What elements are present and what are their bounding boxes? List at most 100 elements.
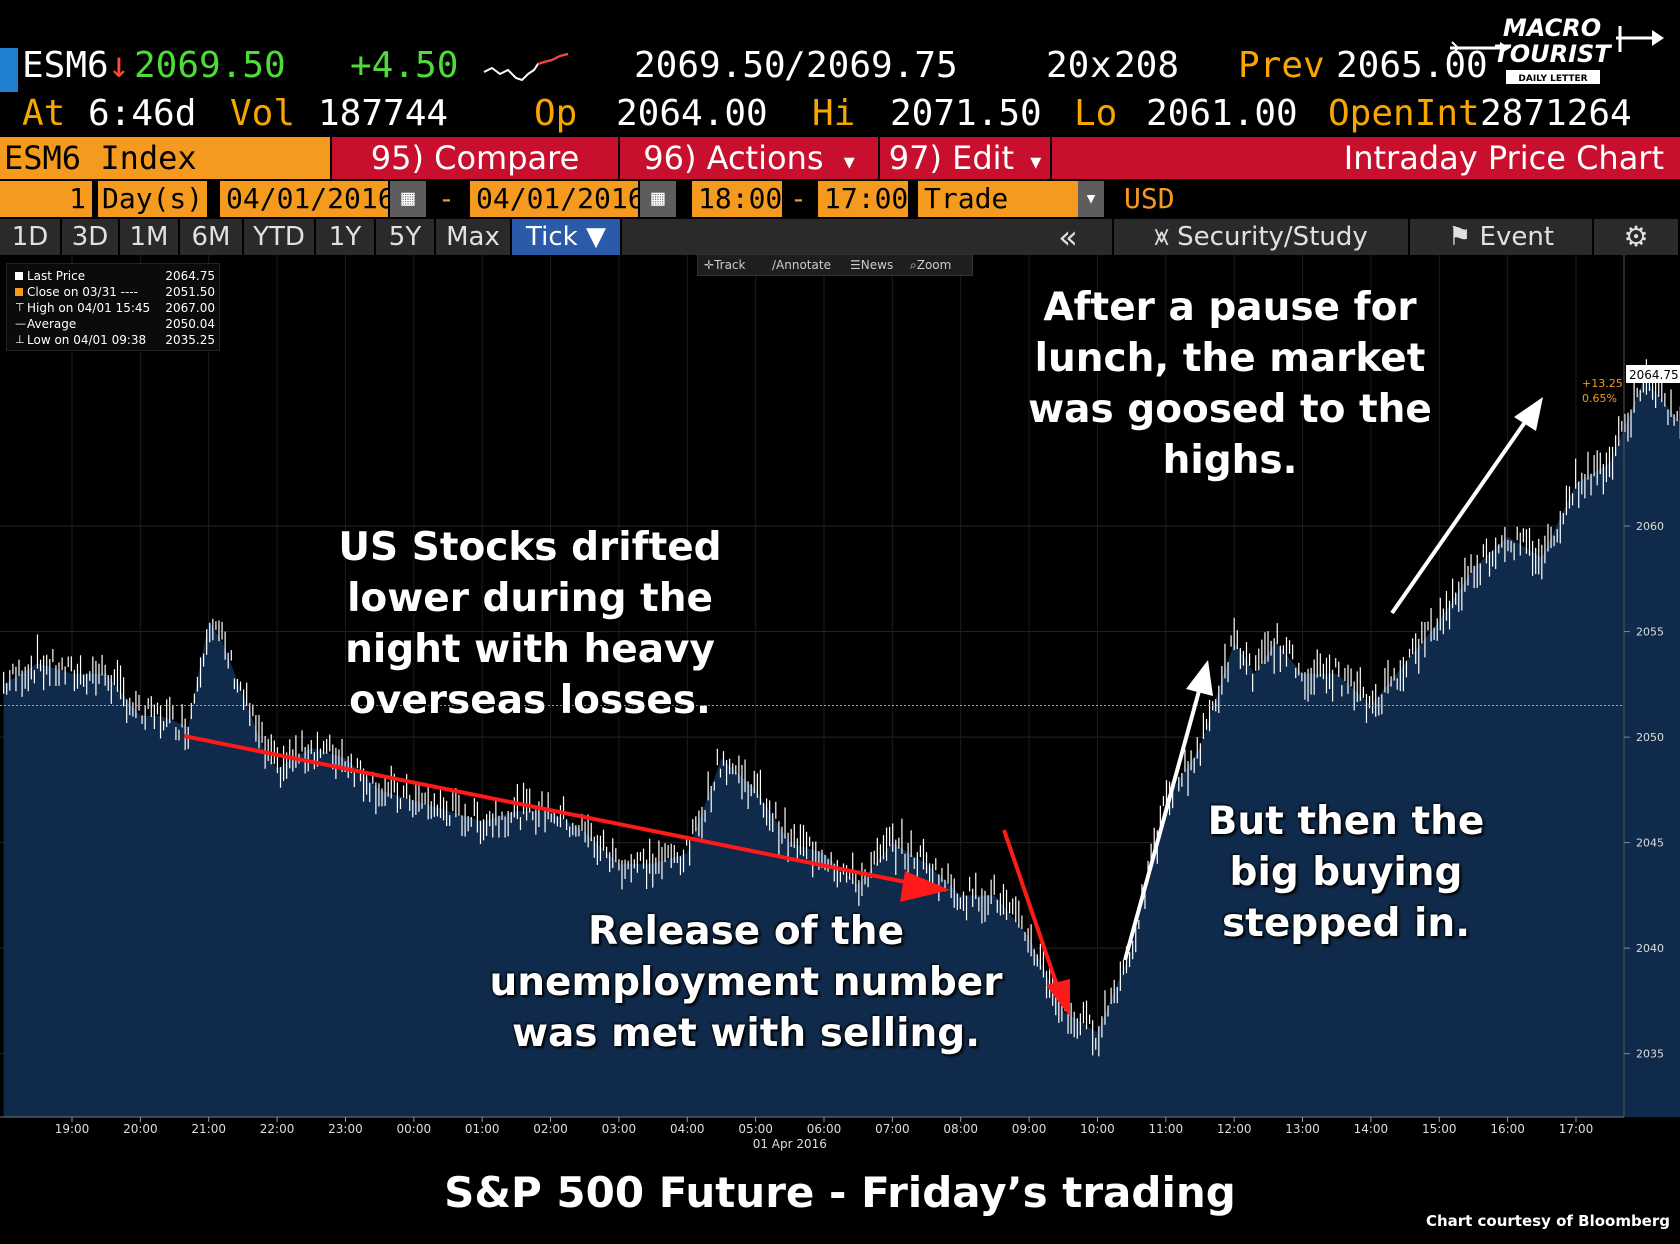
annotation-lunch: After a pause for lunch, the market was …: [1028, 285, 1432, 483]
data-type-select[interactable]: Trade: [918, 181, 1078, 217]
drift-arrowhead: [900, 871, 950, 902]
x-tick-label: 04:00: [670, 1122, 705, 1136]
tab-6m[interactable]: 6M: [180, 219, 244, 255]
chevron-down-icon[interactable]: ▾: [1078, 181, 1104, 217]
x-tick-label: 16:00: [1490, 1122, 1525, 1136]
y-tick-label: 2055: [1636, 626, 1664, 639]
tab-5y[interactable]: 5Y: [376, 219, 436, 255]
quote-row-2: At 6:46d Vol 187744 Op 2064.00 Hi 2071.5…: [0, 92, 1680, 136]
legend-label: Close on 03/31 ----: [27, 285, 138, 299]
bid-price: 2069.50: [634, 45, 786, 86]
period-count-field[interactable]: 1: [0, 181, 92, 217]
legend-label: High on 04/01 15:45: [27, 301, 151, 315]
command-bar: ESM6 Index 95) Compare 96) Actions ▾ 97)…: [0, 137, 1680, 179]
last-price-tag: 2064.75: [1629, 368, 1679, 382]
time-range-dash: -: [790, 182, 807, 215]
x-tick-label: 21:00: [191, 1122, 226, 1136]
x-tick-label: 22:00: [260, 1122, 295, 1136]
ask-size: 208: [1114, 45, 1180, 86]
chart-study-icon: ⩙: [1154, 222, 1169, 252]
chevron-down-icon: ▾: [843, 150, 855, 175]
x-tick-label: 07:00: [875, 1122, 910, 1136]
end-date-field[interactable]: 04/01/2016: [470, 181, 645, 217]
tab-tick[interactable]: Tick ▼: [512, 219, 622, 255]
tab-1y[interactable]: 1Y: [316, 219, 376, 255]
tab-1d[interactable]: 1D: [0, 219, 62, 255]
at-label: At: [22, 93, 66, 134]
ticker-symbol[interactable]: ESM6: [22, 45, 109, 86]
track-label: Track: [714, 258, 746, 272]
x-tick-label: 20:00: [123, 1122, 158, 1136]
news-button[interactable]: ☰ News: [850, 255, 893, 275]
open-interest-value: 2871264: [1480, 93, 1632, 134]
track-button[interactable]: ✛ Track: [704, 255, 745, 275]
x-tick-label: 19:00: [55, 1122, 90, 1136]
chart-toolbar: ✛ Track ∕ Annotate ☰ News ⌕ Zoom: [697, 254, 973, 276]
period-unit-field[interactable]: Day(s): [98, 181, 208, 217]
x-tick-label: 11:00: [1149, 1122, 1184, 1136]
actions-button[interactable]: 96) Actions ▾: [620, 137, 880, 179]
news-label: News: [860, 258, 894, 272]
event-label: Event: [1479, 222, 1555, 252]
security-index-field[interactable]: ESM6 Index: [0, 137, 330, 179]
start-time-field[interactable]: 18:00: [692, 181, 782, 217]
annotation-buying: But then the big buying stepped in.: [1207, 799, 1485, 946]
x-tick-label: 10:00: [1080, 1122, 1115, 1136]
compare-button[interactable]: 95) Compare: [332, 137, 620, 179]
logo-line1: MACRO: [1503, 14, 1601, 42]
x-axis: 19:00 20:00 21:00 22:00 23:00 00:00 01:00 02:00…: [0, 1116, 1624, 1151]
calendar-icon[interactable]: ▦: [390, 181, 426, 217]
price-area: [3, 378, 1680, 1117]
actions-label: 96) Actions: [643, 139, 824, 177]
end-time-field[interactable]: 17:00: [818, 181, 908, 217]
tab-1m[interactable]: 1M: [120, 219, 180, 255]
legend-value: 2051.50: [165, 285, 215, 299]
annotate-button[interactable]: ∕ Annotate: [772, 255, 831, 275]
net-change: +4.50: [350, 45, 459, 86]
legend-row: — Average 2050.04: [15, 316, 215, 332]
calendar-icon[interactable]: ▦: [640, 181, 676, 217]
parameter-row: 1 Day(s) 04/01/2016 ▦ - 04/01/2016 ▦ 18:…: [0, 181, 1680, 219]
logo-line2: TOURIST: [1493, 40, 1612, 68]
price-chart[interactable]: 2035 2040 2045 2050 2055 2060 19:00 20:00 21:00…: [0, 255, 1680, 1155]
legend-value: 2050.04: [165, 317, 215, 331]
edit-button[interactable]: 97) Edit ▾: [880, 137, 1052, 179]
zoom-button[interactable]: ⌕ Zoom: [910, 255, 951, 275]
y-tick-label: 2040: [1636, 942, 1664, 955]
security-study-button[interactable]: ⩙ Security/Study: [1114, 219, 1410, 255]
x-tick-label: 02:00: [533, 1122, 568, 1136]
tab-3d[interactable]: 3D: [62, 219, 120, 255]
security-study-label: Security/Study: [1177, 222, 1368, 252]
highs-white-arrow: [1390, 413, 1532, 615]
high-marker-icon: ⊤: [15, 301, 25, 314]
x-tick-label: 17:00: [1559, 1122, 1594, 1136]
event-button[interactable]: ⚑ Event: [1410, 219, 1594, 255]
tab-max[interactable]: Max: [436, 219, 512, 255]
prev-value: 2065.00: [1336, 45, 1488, 86]
legend-value: 2067.00: [165, 301, 215, 315]
gear-icon[interactable]: ⚙: [1594, 219, 1680, 255]
start-date-field[interactable]: 04/01/2016: [220, 181, 395, 217]
buying-white-arrow: [1123, 679, 1204, 961]
chart-legend: Last Price 2064.75 Close on 03/31 ---- 2…: [6, 263, 220, 351]
low-value: 2061.00: [1146, 93, 1298, 134]
legend-label: Last Price: [27, 269, 86, 283]
bid-size: 20: [1046, 45, 1090, 86]
ask-price: 2069.75: [806, 45, 958, 86]
legend-label: Average: [27, 317, 77, 331]
x-tick-label: 05:00: [738, 1122, 773, 1136]
release-red-arrow: [1002, 829, 1064, 1001]
sparkline-icon: [483, 53, 569, 82]
annotate-label: Annotate: [776, 258, 831, 272]
highs-arrowhead: [1514, 397, 1543, 431]
legend-row: ⊥ Low on 04/01 09:38 2035.25: [15, 332, 215, 348]
x-tick-label: 03:00: [602, 1122, 637, 1136]
down-arrow-icon: ↓: [108, 45, 130, 86]
x-tick-label: 01:00: [465, 1122, 500, 1136]
date-range-dash: -: [438, 182, 455, 215]
ticker-accent-bar: [0, 48, 18, 92]
tab-ytd[interactable]: YTD: [244, 219, 316, 255]
drift-red-arrow: [183, 734, 931, 889]
collapse-icon[interactable]: «: [1024, 219, 1114, 255]
x-tick-label: 12:00: [1217, 1122, 1252, 1136]
